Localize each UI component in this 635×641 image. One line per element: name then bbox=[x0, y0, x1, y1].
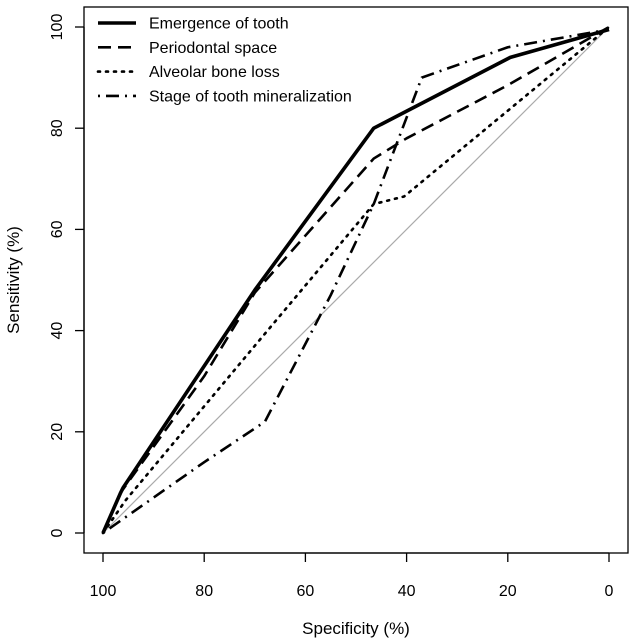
y-tick-label: 40 bbox=[49, 322, 66, 340]
x-axis-title: Specificity (%) bbox=[302, 619, 410, 638]
x-axis: 100 80 60 40 20 0 Specificity (%) bbox=[90, 552, 614, 638]
x-tick-label: 80 bbox=[195, 583, 213, 600]
series-line-periodontal-space bbox=[101, 25, 610, 534]
y-tick-label: 80 bbox=[49, 119, 66, 137]
x-ticks: 100 80 60 40 20 0 bbox=[90, 553, 614, 600]
x-tick-label: 0 bbox=[605, 583, 614, 600]
reference-diagonal-line bbox=[102, 26, 610, 534]
x-tick-label: 100 bbox=[90, 583, 117, 600]
legend-label-emergence-of-tooth: Emergence of tooth bbox=[149, 16, 289, 33]
x-tick-label: 60 bbox=[297, 583, 315, 600]
legend: Emergence of tooth Periodontal space Alveo… bbox=[96, 16, 352, 105]
y-tick-label: 100 bbox=[49, 14, 66, 41]
series-line-alveolar-bone-loss bbox=[101, 25, 611, 535]
series-layer bbox=[101, 25, 611, 535]
legend-label-stage-of-tooth-mineralization: Stage of tooth mineralization bbox=[149, 88, 352, 105]
x-tick-label: 40 bbox=[398, 583, 416, 600]
y-axis: 0 20 40 60 80 100 Sensitivity (%) bbox=[4, 14, 85, 537]
legend-label-periodontal-space: Periodontal space bbox=[149, 40, 277, 57]
y-tick-label: 60 bbox=[49, 220, 66, 238]
y-tick-label: 20 bbox=[49, 423, 66, 441]
legend-label-alveolar-bone-loss: Alveolar bone loss bbox=[149, 64, 280, 81]
y-tick-label: 0 bbox=[49, 528, 66, 537]
y-ticks: 0 20 40 60 80 100 bbox=[49, 14, 84, 537]
x-tick-label: 20 bbox=[499, 583, 517, 600]
series-line-stage-of-tooth-mineralization bbox=[102, 28, 610, 535]
y-axis-title: Sensitivity (%) bbox=[4, 226, 23, 334]
